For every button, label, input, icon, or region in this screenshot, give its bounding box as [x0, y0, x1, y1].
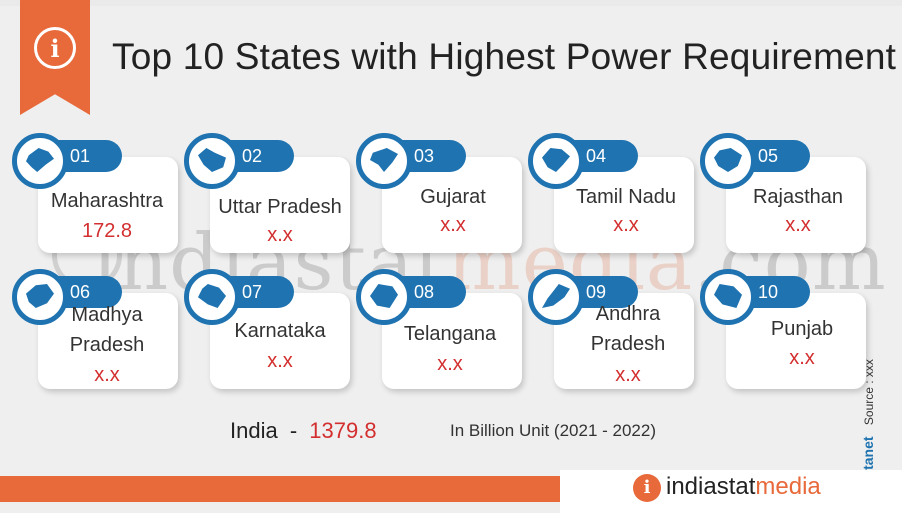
page-title: Top 10 States with Highest Power Require… — [112, 36, 897, 77]
footer-logo-panel — [560, 470, 902, 513]
india-value: 1379.8 — [309, 418, 377, 443]
state-value: x.x — [615, 364, 641, 386]
state-name-line2: Pradesh — [590, 333, 666, 355]
state-value: 172.8 — [81, 220, 133, 242]
state-name: Karnataka — [234, 320, 326, 342]
state-name: Tamil Nadu — [575, 186, 677, 208]
state-value: x.x — [437, 353, 463, 375]
rajasthan-map-icon — [700, 133, 756, 189]
footer — [0, 470, 902, 513]
gujarat-map-icon — [356, 133, 412, 189]
top-strip — [0, 0, 902, 6]
state-value: x.x — [440, 214, 466, 236]
source-note: Source : xxx — [862, 359, 876, 426]
madhya-pradesh-map-icon — [12, 269, 68, 325]
footer-orange-bar — [0, 476, 560, 502]
karnataka-map-icon — [184, 269, 240, 325]
state-value: x.x — [789, 347, 815, 369]
uttar-pradesh-map-icon — [184, 133, 240, 189]
info-ribbon: i — [20, 0, 90, 115]
state-value: x.x — [613, 214, 639, 236]
telangana-map-icon — [356, 269, 412, 325]
state-value: x.x — [94, 364, 120, 386]
punjab-map-icon — [700, 269, 756, 325]
state-name: Punjab — [770, 318, 834, 340]
indiastat-logo: indiastatmedia — [666, 473, 821, 500]
state-value: x.x — [267, 224, 293, 246]
state-name: Telangana — [403, 323, 497, 345]
state-value: x.x — [785, 214, 811, 236]
state-name: Rajasthan — [752, 186, 844, 208]
maharashtra-map-icon — [12, 133, 68, 189]
indiastat-logo-icon: i — [633, 474, 661, 502]
india-label: India — [230, 418, 278, 443]
state-name-line1: Andhra — [595, 303, 661, 325]
state-name: Gujarat — [420, 186, 486, 208]
india-total: India - 1379.8 — [230, 418, 377, 444]
state-name-line1: Madhya — [71, 304, 143, 326]
state-name: Maharashtra — [50, 190, 164, 212]
info-icon: i — [34, 27, 76, 69]
tamil-nadu-map-icon — [528, 133, 584, 189]
state-name-line2: Pradesh — [69, 334, 145, 356]
andhra-pradesh-map-icon — [528, 269, 584, 325]
state-name: Uttar Pradesh — [218, 196, 342, 218]
india-separator: - — [289, 418, 298, 443]
state-value: x.x — [267, 350, 293, 372]
unit-note: In Billion Unit (2021 - 2022) — [450, 421, 657, 440]
